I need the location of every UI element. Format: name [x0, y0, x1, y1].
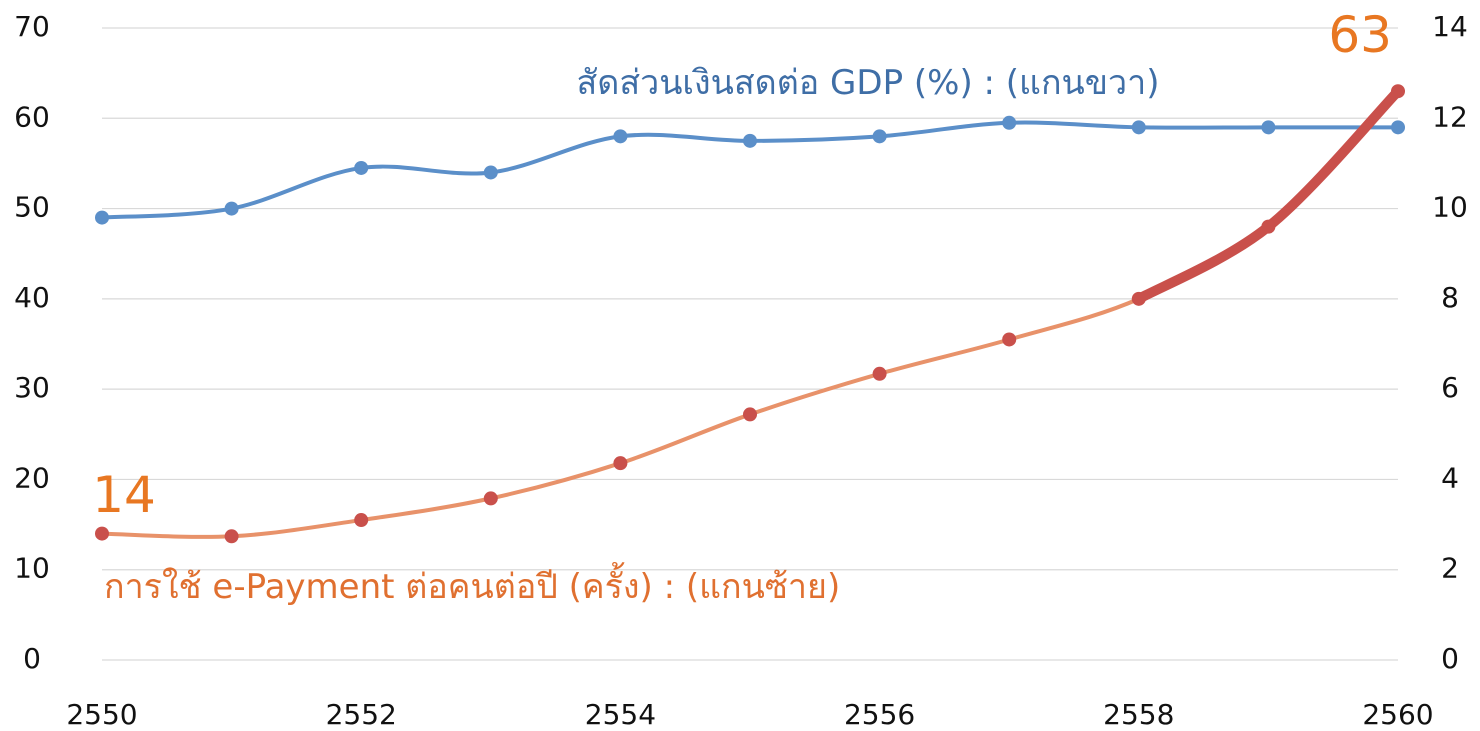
series-label: การใช้ e-Payment ต่อคนต่อปี (ครั้ง) : (แ… — [104, 562, 840, 607]
y-tick-label: 10 — [14, 552, 50, 585]
y-tick-label: 30 — [14, 371, 50, 404]
data-point — [483, 165, 498, 180]
data-point — [1131, 120, 1146, 135]
data-point — [95, 526, 109, 541]
x-tick-label: 2556 — [844, 698, 915, 731]
x-tick-label: 2554 — [585, 698, 656, 731]
data-point — [1391, 84, 1405, 99]
y2-tick-label: 0 — [1441, 642, 1459, 675]
value-label: 14 — [92, 466, 156, 524]
y2-tick-label: 8 — [1441, 281, 1459, 314]
data-point — [224, 201, 239, 216]
y2-tick-label: 2 — [1441, 552, 1459, 585]
y-tick-label: 70 — [14, 10, 50, 43]
data-point — [354, 513, 369, 528]
y2-tick-label: 14 — [1432, 10, 1468, 43]
data-point — [743, 407, 757, 422]
series-line — [101, 89, 1400, 539]
x-tick-label: 2560 — [1362, 698, 1433, 731]
x-tick-label: 2552 — [326, 698, 397, 731]
data-point — [1391, 120, 1405, 135]
data-point — [613, 456, 628, 471]
y-tick-label: 40 — [14, 281, 50, 314]
data-point — [483, 491, 498, 506]
y2-tick-label: 6 — [1441, 371, 1459, 404]
y-tick-label: 0 — [23, 642, 41, 675]
y2-tick-label: 12 — [1432, 100, 1468, 133]
y2-tick-label: 10 — [1432, 191, 1468, 224]
data-point — [872, 366, 887, 381]
data-point — [872, 129, 887, 144]
x-tick-label: 2550 — [66, 698, 137, 731]
data-point — [613, 129, 628, 144]
y-tick-label: 50 — [14, 191, 50, 224]
y-tick-label: 60 — [14, 100, 50, 133]
data-point — [224, 529, 239, 544]
y-tick-label: 20 — [14, 461, 50, 494]
value-label: 63 — [1328, 6, 1392, 64]
data-point — [1261, 219, 1276, 234]
data-point — [1002, 332, 1017, 347]
data-point — [1261, 120, 1276, 135]
series-label: สัดส่วนเงินสดต่อ GDP (%) : (แกนขวา) — [577, 63, 1160, 103]
y2-tick-label: 4 — [1441, 461, 1459, 494]
data-point — [354, 160, 369, 175]
data-point — [1131, 291, 1146, 306]
data-point — [95, 210, 109, 225]
data-point — [743, 133, 757, 148]
x-tick-label: 2558 — [1103, 698, 1174, 731]
data-point — [1002, 115, 1017, 130]
